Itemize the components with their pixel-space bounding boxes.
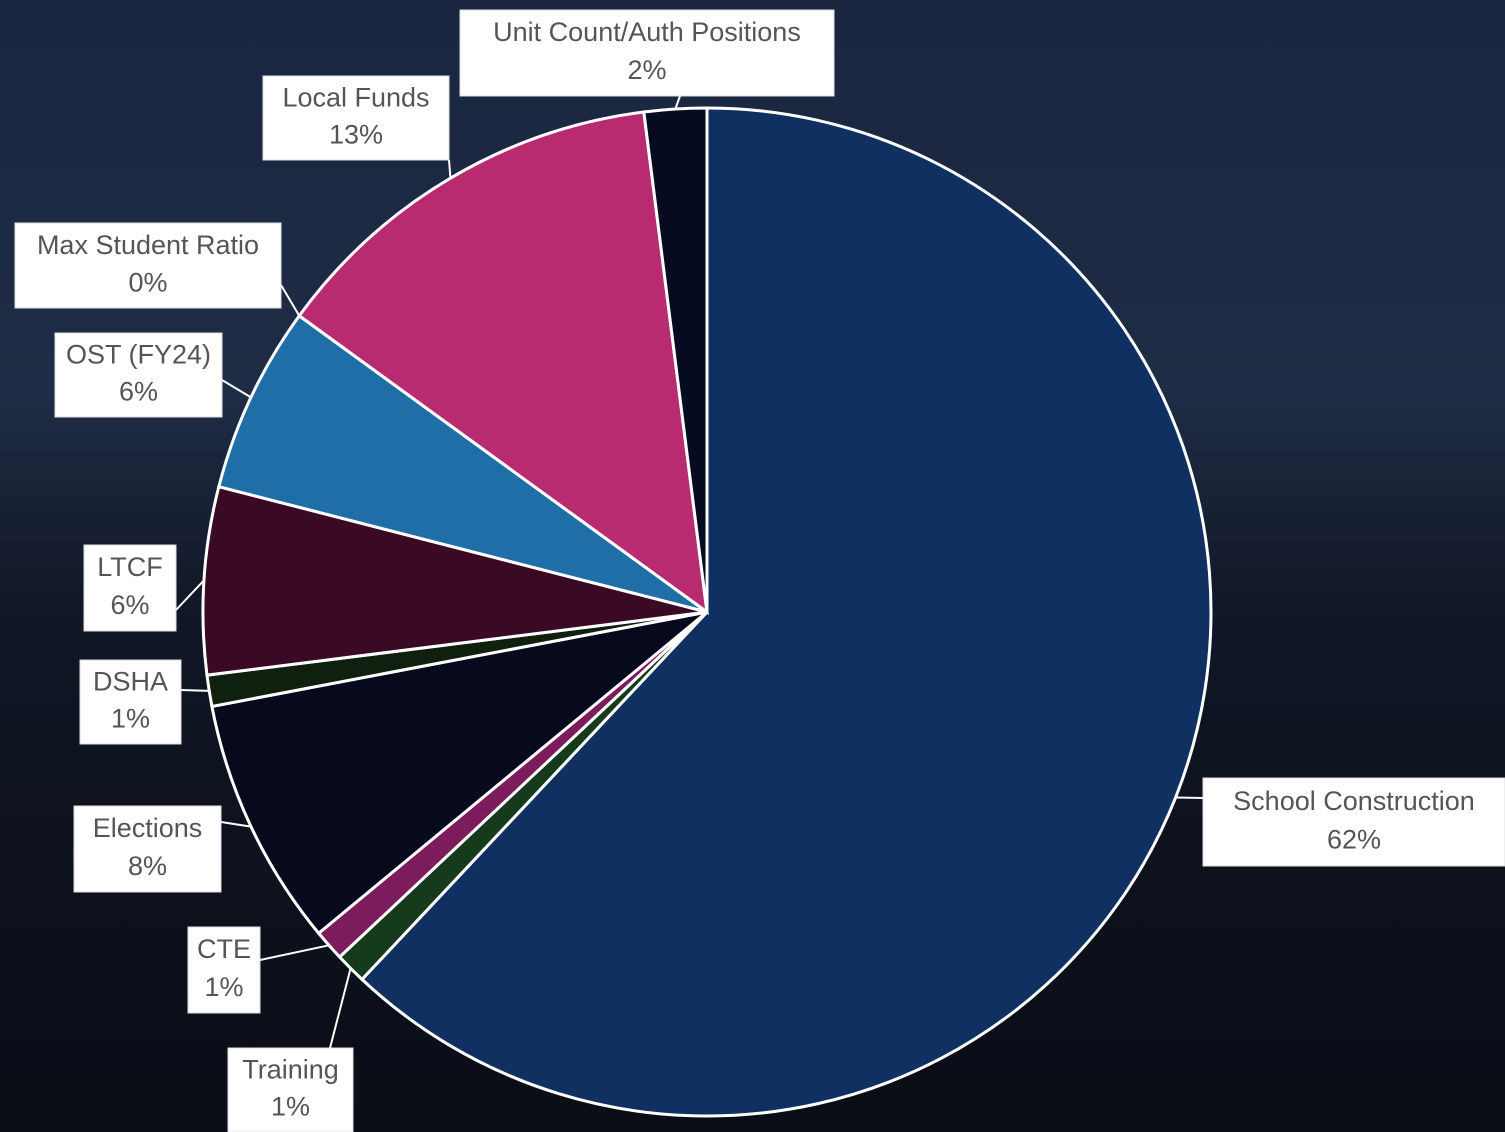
category-label: OST (FY24): [66, 340, 211, 370]
value-label: 6%: [119, 377, 158, 407]
label-box: [73, 805, 222, 893]
label-box: [79, 659, 182, 745]
category-label: Local Funds: [282, 83, 429, 113]
value-label: 8%: [128, 851, 167, 881]
leader-line: [175, 579, 205, 611]
label-box: [227, 1047, 354, 1132]
value-label: 0%: [128, 267, 167, 297]
leader-line: [221, 379, 252, 399]
value-label: 1%: [111, 704, 150, 734]
category-label: Unit Count/Auth Positions: [493, 17, 801, 47]
label-box: [1202, 777, 1505, 867]
label-box: [83, 544, 177, 632]
pie-slice: [217, 313, 708, 614]
category-label: CTE: [197, 934, 251, 964]
value-label: 1%: [204, 972, 243, 1002]
label-box: [262, 75, 450, 161]
value-label: 13%: [329, 120, 383, 150]
pie-slice: [297, 110, 709, 616]
category-label: Elections: [93, 813, 203, 843]
leader-line: [180, 689, 210, 692]
value-label: 62%: [1327, 824, 1381, 854]
category-label: DSHA: [93, 667, 168, 697]
category-label: School Construction: [1233, 786, 1475, 816]
label-box: [459, 9, 835, 97]
label-box: [187, 926, 261, 1014]
leader-line: [674, 95, 681, 110]
value-label: 1%: [271, 1092, 310, 1122]
value-label: 2%: [627, 55, 666, 85]
value-label: 6%: [110, 590, 149, 620]
category-label: Max Student Ratio: [37, 230, 259, 260]
leader-line: [280, 284, 301, 317]
pie-slice: [201, 484, 708, 677]
leader-line: [329, 968, 352, 1049]
category-label: Training: [242, 1055, 339, 1085]
category-label: LTCF: [97, 552, 163, 582]
leader-line: [448, 159, 452, 179]
pie-slice: [359, 106, 1213, 1118]
leader-line: [259, 944, 330, 961]
leader-line: [220, 821, 252, 828]
label-box: [14, 222, 282, 309]
label-box: [54, 332, 223, 418]
